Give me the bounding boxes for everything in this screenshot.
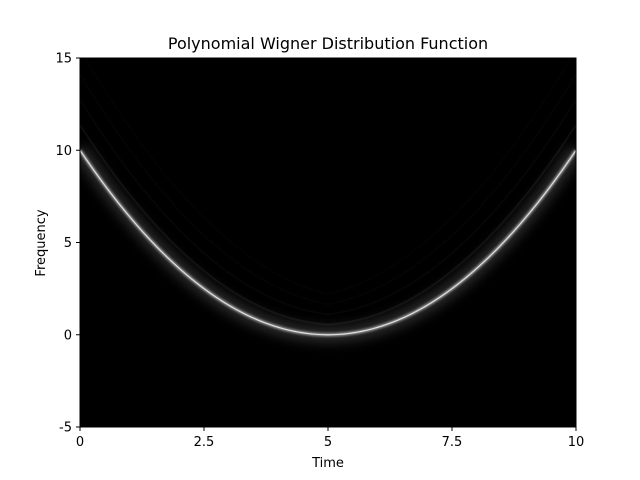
x-axis-label: Time: [311, 456, 344, 471]
y-tick-label: 5: [64, 236, 72, 251]
plot-frame: [79, 57, 577, 428]
y-axis-label: Frequency: [34, 209, 49, 276]
x-tick-label: 5: [324, 435, 332, 450]
x-axis: 0 2.5 5 7.5 10: [76, 427, 584, 450]
x-tick-label: 2.5: [194, 435, 215, 450]
y-tick-label: 15: [55, 52, 72, 67]
ridge-core: [80, 149, 576, 336]
x-tick-label: 0: [76, 435, 84, 450]
chart-title: Polynomial Wigner Distribution Function: [168, 34, 488, 53]
plot-area: [80, 58, 576, 427]
y-tick-label: -5: [59, 421, 72, 436]
heatmap-ridge-layer: [80, 124, 576, 342]
y-tick-label: 0: [64, 328, 72, 343]
interference-ripple: [80, 124, 576, 326]
x-tick-label: 10: [568, 435, 585, 450]
y-tick-label: 10: [55, 144, 72, 159]
y-axis: -5 0 5 10 15: [55, 52, 80, 436]
x-tick-label: 7.5: [442, 435, 463, 450]
